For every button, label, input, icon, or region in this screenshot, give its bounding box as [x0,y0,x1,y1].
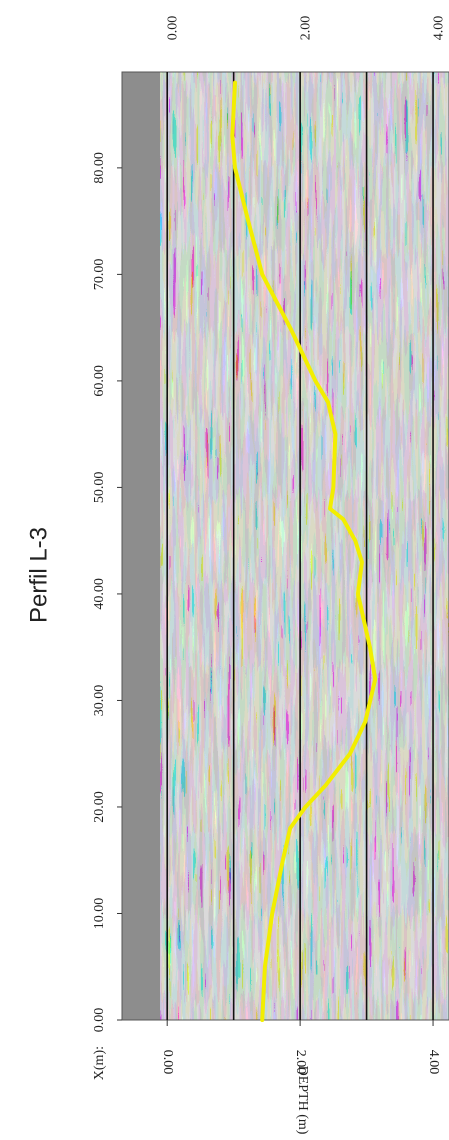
y-tick-label-bottom: 2.00 [293,1050,308,1075]
chart-title: Perfil L-3 [25,527,52,623]
radargram [122,72,449,1020]
y-tick-label-top: 2.00 [298,16,313,41]
x-tick-label: 70.00 [92,259,107,291]
x-tick-label: 10.00 [92,898,107,930]
x-tick-label: 50.00 [92,472,107,504]
x-tick-label: 0.00 [92,1008,107,1033]
y-axis-label: DEPTH (m) [295,1066,310,1135]
panel-border [121,71,449,1021]
y-tick-label-bottom: 0.00 [160,1050,175,1075]
y-tick-label-bottom: 4.00 [426,1050,441,1075]
x-tick-label: 40.00 [92,578,107,610]
x-axis-label: X(m): [92,1046,107,1080]
x-tick-label: 60.00 [92,365,107,397]
x-tick-label: 20.00 [92,791,107,823]
y-tick-label-top: 0.00 [165,16,180,41]
x-tick-label: 80.00 [92,152,107,184]
air-strip [122,72,160,1020]
x-tick-label: 30.00 [92,685,107,717]
y-tick-label-top: 4.00 [431,16,446,41]
horizon-line [230,80,378,1022]
